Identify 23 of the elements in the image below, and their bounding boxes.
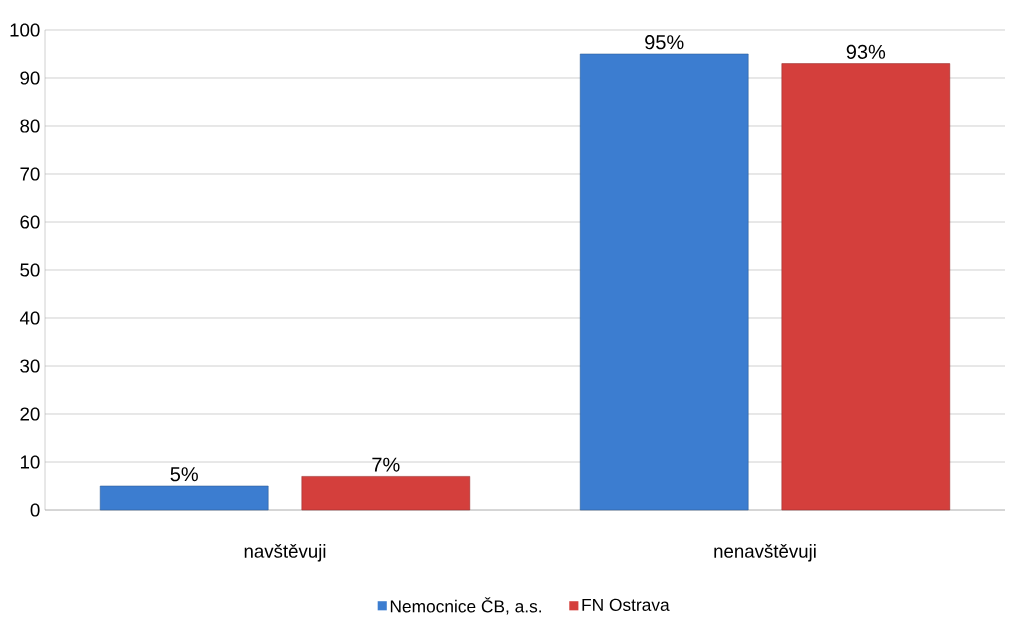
x-tick-label: nenavštěvuji — [714, 544, 816, 562]
x-tick-label: navštěvuji — [244, 544, 326, 562]
y-tick-label: 30 — [20, 359, 40, 373]
bar — [301, 476, 471, 511]
y-tick-label: 10 — [20, 455, 40, 469]
y-tick-label: 0 — [30, 503, 40, 517]
y-tick-label: 100 — [10, 23, 40, 37]
y-tick-label: 70 — [20, 167, 40, 181]
y-tick-label: 60 — [20, 215, 40, 229]
legend-label: FN Ostrava — [582, 598, 670, 611]
data-label: 93% — [846, 44, 886, 59]
data-label: 95% — [645, 35, 684, 50]
y-tick-label: 40 — [19, 311, 40, 325]
bar — [781, 63, 951, 511]
data-label: 7% — [372, 457, 400, 472]
bar — [579, 53, 749, 511]
bar — [99, 485, 269, 511]
legend-label: Nemocnice ČB, a.s. — [390, 597, 542, 615]
y-tick-label: 80 — [20, 119, 40, 133]
y-tick-label: 50 — [20, 263, 40, 277]
y-tick-label: 90 — [20, 71, 40, 85]
y-tick-label: 20 — [20, 407, 40, 421]
data-label: 5% — [170, 467, 198, 482]
